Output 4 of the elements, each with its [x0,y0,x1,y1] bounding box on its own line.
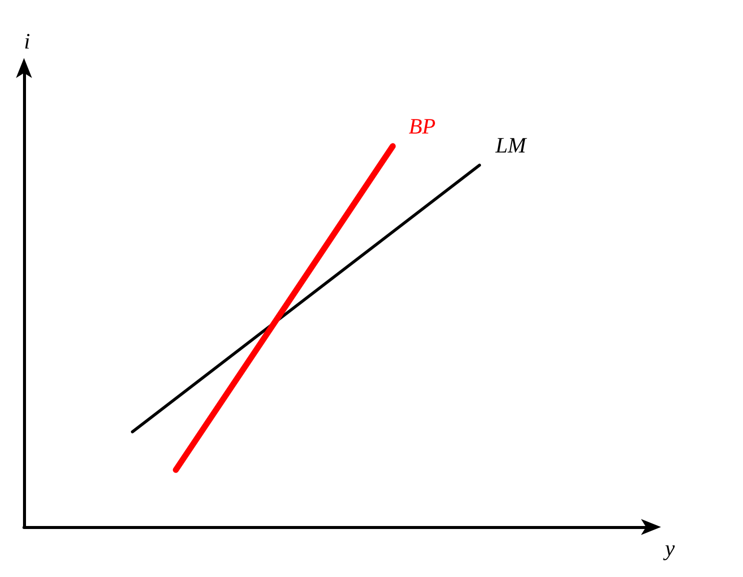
y-axis-title: i [24,28,30,54]
series-label: LM [494,132,528,158]
series-label: BP [408,114,436,139]
x-axis-title: y [663,536,675,560]
